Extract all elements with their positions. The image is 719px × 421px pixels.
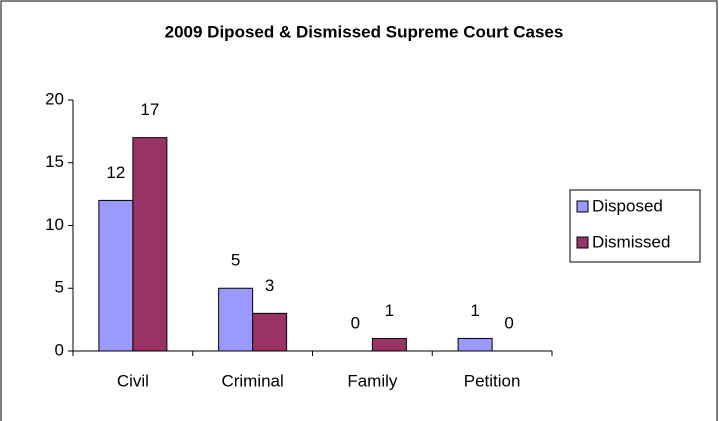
x-tick-label: Family <box>347 371 398 390</box>
data-label: 0 <box>351 313 360 332</box>
y-tick-label: 5 <box>55 278 64 297</box>
data-label: 3 <box>265 276 274 295</box>
legend-label: Disposed <box>592 196 663 215</box>
legend-box <box>569 189 701 263</box>
bar <box>132 137 168 352</box>
chart-title: 2009 Diposed & Dismissed Supreme Court C… <box>165 22 564 41</box>
legend-label: Dismissed <box>592 232 670 251</box>
data-label: 5 <box>231 251 240 270</box>
y-tick-label: 0 <box>55 340 64 359</box>
x-tick-label: Criminal <box>221 371 283 390</box>
x-tick-label: Petition <box>464 371 521 390</box>
legend-swatch <box>576 200 589 213</box>
data-label: 1 <box>470 301 479 320</box>
data-label: 12 <box>106 163 125 182</box>
bar <box>371 337 407 352</box>
legend-swatch <box>576 236 589 249</box>
bar <box>218 287 254 352</box>
data-label: 1 <box>385 301 394 320</box>
x-tick-label: Civil <box>117 371 149 390</box>
data-label: 17 <box>140 100 159 119</box>
bar <box>457 337 493 352</box>
bar <box>252 312 288 352</box>
y-tick-label: 15 <box>45 152 64 171</box>
y-tick-label: 10 <box>45 215 64 234</box>
y-tick-label: 20 <box>45 89 64 108</box>
bar <box>98 199 134 352</box>
data-label: 0 <box>504 313 513 332</box>
